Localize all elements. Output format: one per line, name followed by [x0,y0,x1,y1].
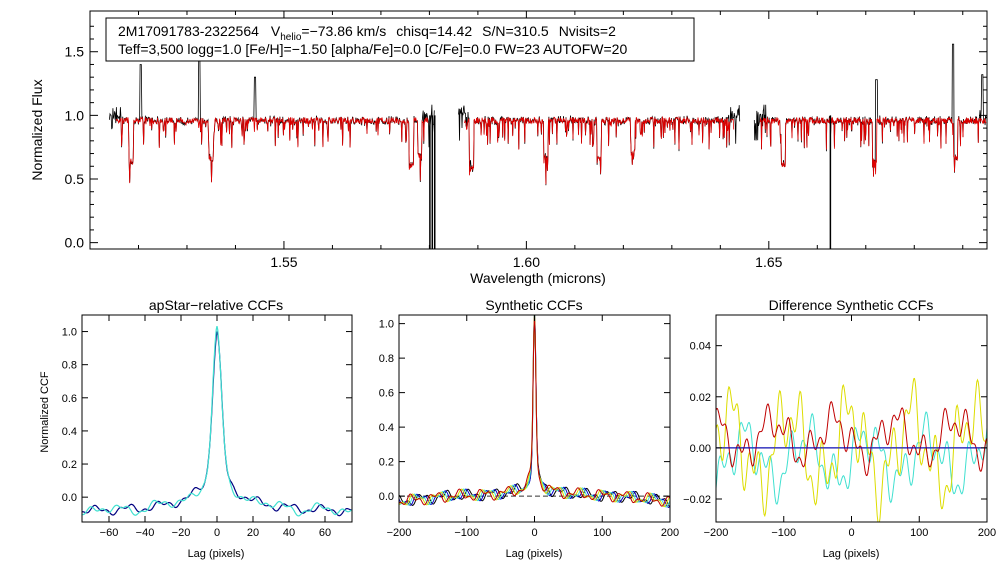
apstar_ccf-ytick-label: 0.4 [62,426,77,438]
synthetic_ccf-series-visit-d [399,315,670,507]
spectrum-ytick-label: 1.5 [65,44,85,60]
apstar_ccf-xtick-label: 40 [283,527,295,539]
spectrum-xtick-label: 1.55 [270,254,297,270]
apstar-ccf-panel: apStar−relative CCFs Lag (pixels) Normal… [39,297,353,560]
difference_ccf-series-diff-c [716,400,987,477]
model-spectrum-chip-1 [115,116,429,184]
apstar_ccf-xtick-label: 0 [214,527,220,539]
difference_ccf-series-diff-b [716,377,987,522]
snr-value: S/N=310.5 [482,23,549,39]
apstar_ccf-ytick-label: 0.6 [62,393,77,405]
difference-ccf-xlabel: Lag (pixels) [823,548,880,560]
nvisits-value: Nvisits=2 [559,23,616,39]
spectrum-ytick-label: 0.5 [65,171,85,187]
difference_ccf-ytick-label: −0.02 [683,494,711,506]
synthetic-ccf-title: Synthetic CCFs [485,297,582,313]
spectrum-xtick-label: 1.65 [755,254,782,270]
apstar_ccf-xtick-label: 60 [319,527,331,539]
observed-spectrum-chip-3 [753,43,987,177]
info-box-frame [105,17,695,62]
apstar-ccf-ylabel: Normalized CCF [39,371,51,453]
synthetic_ccf-ytick-label: 0.2 [379,457,394,469]
apstar_ccf-xtick-label: 20 [247,527,259,539]
spectrum-ylabel: Normalized Flux [29,79,45,180]
synthetic_ccf-series-combined [399,315,670,508]
apstar-ccf-title: apStar−relative CCFs [149,297,283,313]
synthetic_ccf-ytick-label: 1.0 [379,319,394,331]
model-spectrum-chip-2 [464,115,735,185]
observed-spectrum-chip-2 [458,105,741,186]
info-box: 2M17091783-2322564 Vhelio=−73.86 km/s chis… [105,17,695,62]
difference_ccf-ytick-label: 0.04 [690,341,711,353]
apstar-ccf-xlabel: Lag (pixels) [188,548,245,560]
spectrum-xlabel: Wavelength (microns) [470,270,606,286]
star-id: 2M17091783-2322564 [118,23,259,39]
apstar_ccf-ytick-label: 0.0 [62,492,77,504]
synthetic_ccf-xtick-label: −100 [454,527,479,539]
difference-ccf-title: Difference Synthetic CCFs [769,297,934,313]
chisq-value: chisq=14.42 [396,23,472,39]
model-spectrum-chip-3 [759,116,987,177]
spectrum-panel: 1.55 1.60 1.65 0.0 0.5 1.0 1.5 Wavelength (mic… [29,10,988,286]
difference-ccf-panel: Difference Synthetic CCFs Lag (pixels) −… [683,297,996,560]
synthetic_ccf-ytick-label: 0.6 [379,388,394,400]
difference_ccf-xtick-label: −200 [704,527,729,539]
info-line-1: 2M17091783-2322564 Vhelio=−73.86 km/s chis… [118,23,616,43]
apstar_ccf-ytick-label: 0.2 [62,459,77,471]
synthetic-ccf-xlabel: Lag (pixels) [506,548,563,560]
vhelio-symbol: V [271,23,281,39]
apstar_ccf-series-visit-2 [82,325,352,517]
apstar_ccf-xtick-label: −20 [172,527,191,539]
spectrum-ytick-label: 1.0 [65,107,85,123]
synthetic_ccf-xtick-label: 200 [661,527,679,539]
synthetic_ccf-series-visit-a [399,315,670,508]
apstar_ccf-xtick-label: −60 [100,527,119,539]
synthetic_ccf-xtick-label: 100 [593,527,611,539]
apstar_ccf-ytick-label: 1.0 [62,327,77,339]
difference_ccf-ytick-label: 0.00 [690,443,711,455]
difference_ccf-xtick-label: 100 [910,527,928,539]
difference_ccf-ytick-label: 0.02 [690,392,711,404]
difference_ccf-xtick-label: 200 [978,527,996,539]
synthetic_ccf-series-visit-b [399,315,670,508]
synthetic_ccf-xtick-label: −200 [387,527,412,539]
apstar_ccf-series-visit-1 [82,331,352,517]
synthetic_ccf-ytick-label: 0.4 [379,422,394,434]
synthetic_ccf-frame [398,314,671,523]
difference_ccf-series-diff-a [716,411,987,505]
spectrum-frame [89,10,988,250]
apstar_ccf-xtick-label: −40 [136,527,155,539]
difference_ccf-xtick-label: 0 [848,527,854,539]
info-line-2: Teff=3,500 logg=1.0 [Fe/H]=−1.50 [alpha/… [118,41,627,57]
apstar_ccf-ytick-label: 0.8 [62,360,77,372]
apstar_ccf-frame [81,314,353,523]
vhelio-value: =−73.86 km/s [301,23,386,39]
synthetic_ccf-xtick-label: 0 [531,527,537,539]
synthetic_ccf-ytick-label: 0.8 [379,353,394,365]
spectrum-ytick-label: 0.0 [65,235,85,251]
synthetic-ccf-panel: Synthetic CCFs Lag (pixels) −200 −100 0 100… [379,297,679,560]
difference_ccf-xtick-label: −100 [771,527,796,539]
spectrum-xtick-label: 1.60 [513,254,540,270]
synthetic_ccf-series-visit-c [399,315,670,508]
synthetic_ccf-curves [399,315,670,508]
apstar_ccf-curves [82,325,352,517]
vhelio-subscript: helio [280,32,302,43]
difference_ccf-curves [716,377,987,522]
synthetic_ccf-ytick-label: 0.0 [379,491,394,503]
difference_ccf-frame [715,314,988,523]
